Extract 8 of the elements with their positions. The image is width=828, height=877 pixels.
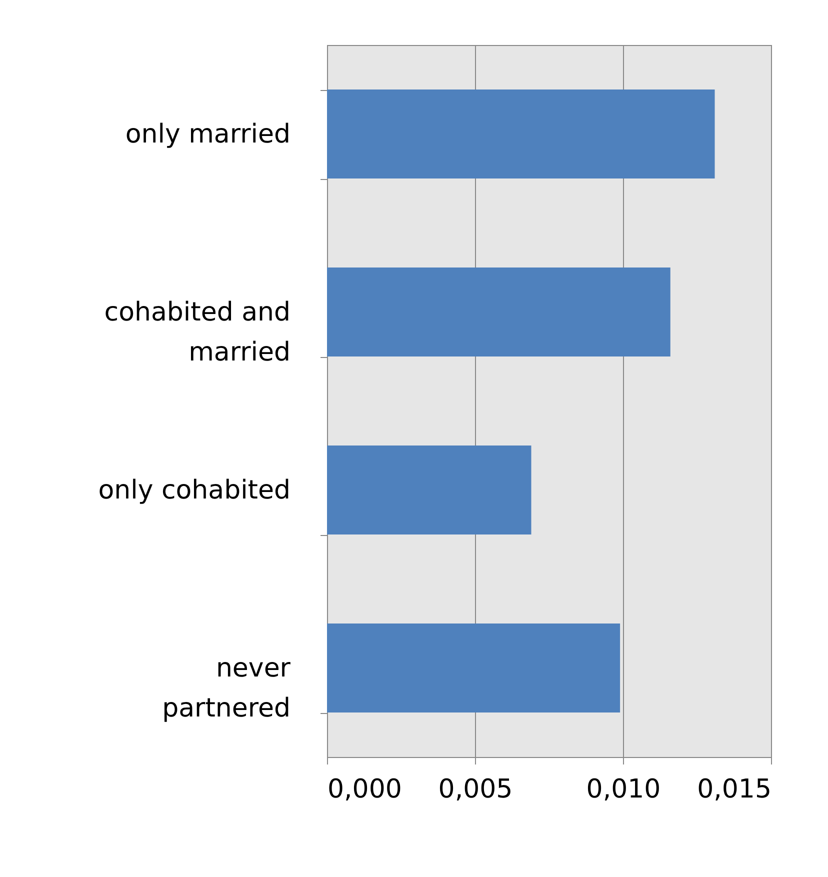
x-tick-label: 0,005 bbox=[438, 774, 513, 804]
y-tick-label: cohabited and married bbox=[104, 298, 290, 368]
y-tick-label: never partnered bbox=[162, 654, 291, 724]
y-tick-label: only cohabited bbox=[98, 476, 290, 506]
x-tick-label: 0,000 bbox=[328, 774, 402, 804]
x-tick-label: 0,010 bbox=[586, 774, 661, 804]
y-tick-label: only married bbox=[125, 120, 290, 150]
x-tick-label: 0,015 bbox=[697, 774, 772, 804]
